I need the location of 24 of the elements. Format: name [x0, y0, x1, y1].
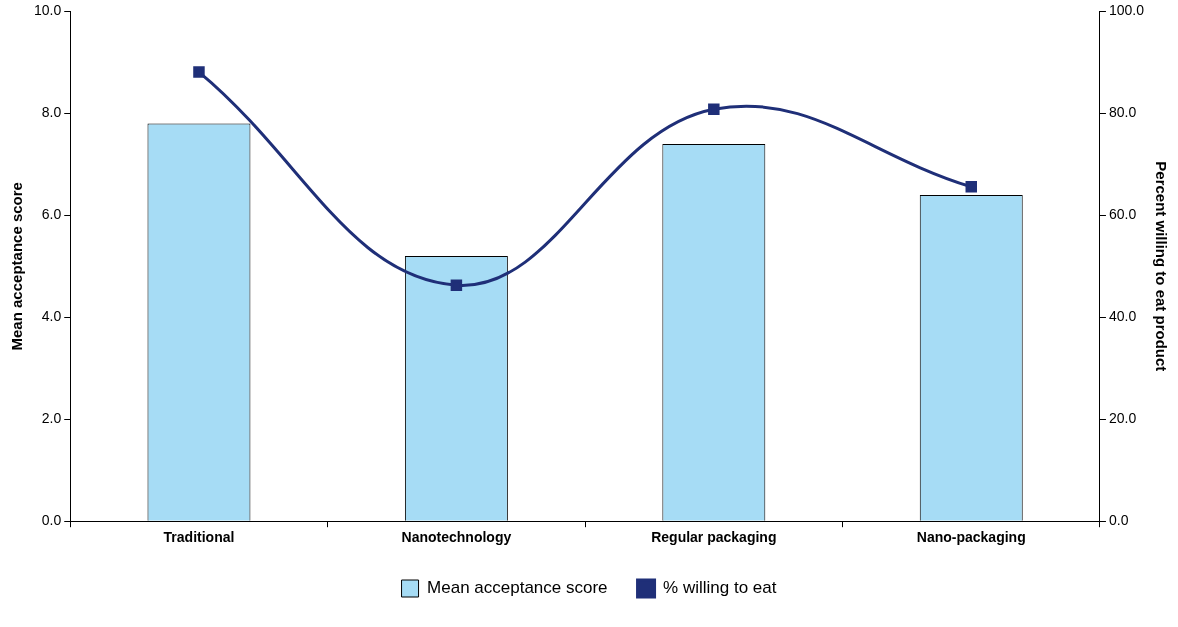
- y-tick-label: 6.0: [41, 206, 62, 223]
- y2-tick-label: 60.0: [1108, 206, 1137, 223]
- y2-tick-label: 20.0: [1108, 410, 1137, 427]
- y-tick-label: 8.0: [41, 104, 62, 121]
- y2-tick-label: 80.0: [1108, 104, 1137, 121]
- y2-axis-title: Percent willing to eat product: [1152, 161, 1170, 372]
- y-axis-title: Mean acceptance score: [8, 182, 26, 351]
- y2-tick-label: 40.0: [1108, 308, 1137, 325]
- y-tick-label: 10.0: [34, 2, 62, 19]
- point: [965, 181, 977, 193]
- point: [193, 66, 205, 78]
- point: [708, 103, 720, 116]
- x-tick-label: Nanotechnology: [401, 529, 512, 546]
- y-tick-label: 0.0: [41, 512, 62, 529]
- point: [450, 279, 463, 291]
- x-tick-label: Traditional: [163, 529, 235, 546]
- y2-tick-label: 100.0: [1108, 2, 1145, 19]
- legend-label: % willing to eat: [663, 578, 777, 598]
- legend-label: Mean acceptance score: [427, 578, 608, 598]
- y-tick-label: 4.0: [41, 308, 62, 325]
- x-tick-label: Regular packaging: [651, 529, 777, 546]
- x-tick-label: Nano-packaging: [916, 529, 1026, 546]
- y-tick-label: 2.0: [41, 410, 62, 427]
- y2-tick-label: 0.0: [1108, 512, 1129, 529]
